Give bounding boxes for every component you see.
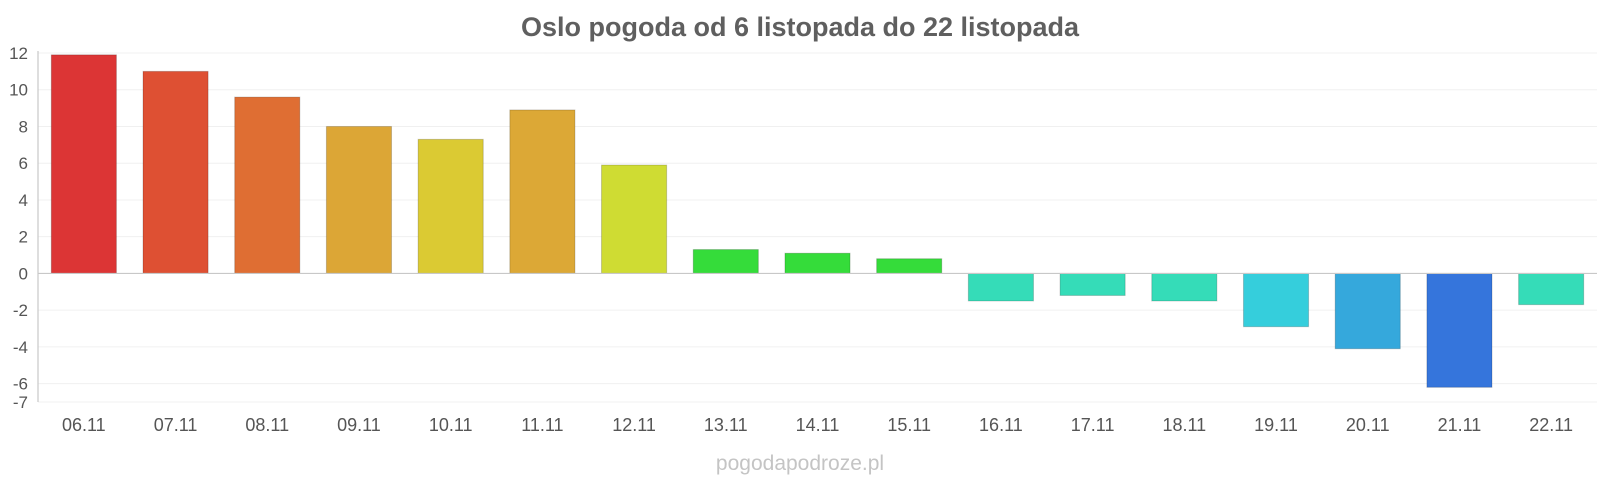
y-axis-ticks: 12 10 8 6 4 2 0 -2 -4 -6-7 (9, 44, 28, 412)
bar-06.11 (50, 54, 117, 274)
x-tick-label: 14.11 (796, 415, 840, 435)
x-tick-label: 11.11 (521, 415, 563, 435)
x-tick-label: 09.11 (337, 415, 381, 435)
bar-22.11 (1518, 272, 1585, 306)
y-tick-label: -7 (13, 393, 28, 412)
bar-10.11 (417, 138, 484, 274)
bar-17.11 (1059, 272, 1126, 296)
chart-title: Oslo pogoda od 6 listopada do 22 listopa… (521, 12, 1080, 42)
bar-08.11 (234, 96, 301, 274)
x-tick-label: 08.11 (245, 415, 289, 435)
y-tick-label: 6 (19, 154, 28, 173)
bars (50, 54, 1585, 388)
bar-21.11 (1426, 272, 1493, 388)
bar-12.11 (601, 164, 668, 274)
x-axis-ticks: 06.11 07.11 08.11 09.11 10.11 11.11 12.11 13.11… (62, 415, 1573, 435)
y-tick-label: 2 (19, 228, 28, 247)
bar-15.11 (876, 258, 943, 274)
y-tick-label: -2 (13, 301, 28, 320)
bar-16.11 (967, 272, 1034, 302)
x-tick-label: 20.11 (1346, 415, 1390, 435)
x-tick-label: 06.11 (62, 415, 106, 435)
x-tick-label: 12.11 (612, 415, 656, 435)
bar-09.11 (325, 125, 393, 274)
x-tick-label: 07.11 (154, 415, 198, 435)
y-tick-label: 8 (19, 117, 28, 136)
x-tick-label: 15.11 (887, 415, 931, 435)
x-tick-label: 19.11 (1254, 415, 1298, 435)
x-tick-label: 21.11 (1438, 415, 1482, 435)
y-tick-label: -6 (13, 375, 28, 394)
x-tick-label: 13.11 (704, 415, 748, 435)
bar-18.11 (1151, 272, 1218, 302)
bar-07.11 (142, 70, 209, 274)
x-tick-label: 17.11 (1071, 415, 1115, 435)
x-tick-label: 22.11 (1529, 415, 1573, 435)
y-tick-label: 0 (19, 264, 28, 283)
bar-14.11 (784, 252, 851, 274)
y-tick-label: 10 (9, 81, 28, 100)
x-tick-label: 18.11 (1162, 415, 1206, 435)
x-tick-label: 16.11 (979, 415, 1023, 435)
y-tick-label: -4 (13, 338, 28, 357)
y-tick-label: 4 (19, 191, 28, 210)
watermark: pogodapodroze.pl (716, 452, 884, 475)
bar-20.11 (1334, 272, 1401, 350)
bar-13.11 (692, 249, 759, 274)
x-tick-label: 10.11 (429, 415, 473, 435)
bar-19.11 (1242, 272, 1310, 328)
axes (37, 51, 1597, 402)
y-tick-label: 12 (9, 44, 28, 63)
bar-11.11 (509, 109, 576, 274)
